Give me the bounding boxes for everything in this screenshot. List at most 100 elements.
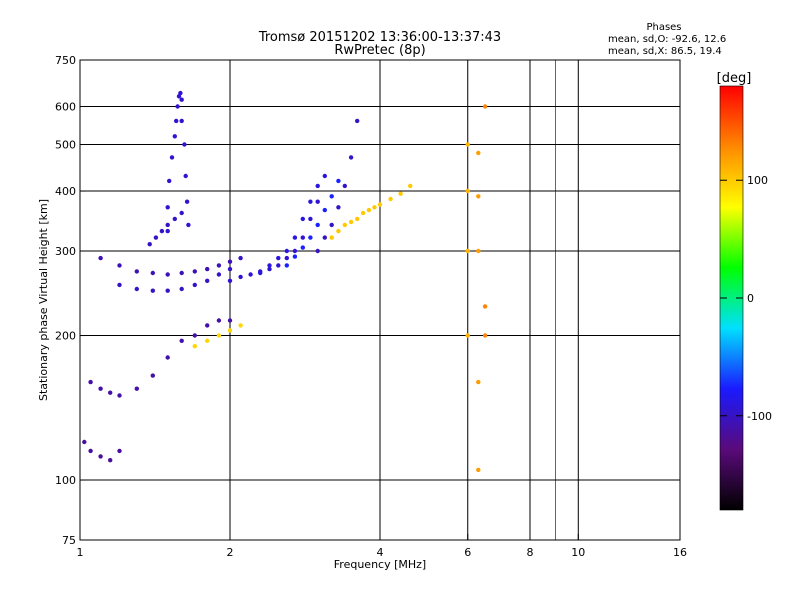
data-point-s4-7 <box>292 248 298 254</box>
data-point-s12-3 <box>465 333 470 338</box>
data-point-s12-2 <box>465 248 470 254</box>
data-point-s5-6 <box>308 199 313 204</box>
data-point-s12-0 <box>465 142 470 147</box>
data-point-s9-4 <box>134 386 139 391</box>
data-point-s6-5 <box>322 207 327 213</box>
data-point-s10-4 <box>238 323 243 328</box>
x-tick-label-6: 16 <box>673 546 687 559</box>
data-point-s9-1 <box>98 386 103 391</box>
x-tick-label-2: 4 <box>377 546 384 559</box>
data-point-s2-3 <box>150 270 155 276</box>
data-point-s0-1 <box>165 205 170 210</box>
data-point-s6-4 <box>315 222 320 228</box>
data-point-s5-8 <box>322 173 327 179</box>
data-point-s9-10 <box>216 318 222 323</box>
x-tick-label-4: 8 <box>527 546 534 559</box>
data-point-s7-3 <box>336 205 341 210</box>
data-point-s3-9 <box>238 255 243 261</box>
data-point-s10-2 <box>216 333 222 338</box>
data-point-s3-1 <box>134 286 139 292</box>
phases-mean-x: mean, sd,X: 86.5, 19.4 <box>608 46 722 57</box>
data-point-s7-6 <box>355 118 360 124</box>
data-point-s4-6 <box>284 255 289 261</box>
data-point-s4-8 <box>300 235 305 240</box>
data-point-s0-8 <box>178 90 183 96</box>
data-point-s8-5 <box>360 210 366 216</box>
data-point-s8-7 <box>372 205 377 210</box>
data-point-s7-5 <box>348 155 354 160</box>
data-point-s4-0 <box>227 278 233 283</box>
y-tick-label-3: 300 <box>55 245 76 258</box>
data-point-s6-1 <box>292 254 298 259</box>
data-point-s4-10 <box>315 199 320 204</box>
data-point-s11-2 <box>98 454 103 459</box>
data-point-s11-1 <box>88 448 93 454</box>
data-point-s5-4 <box>292 235 298 240</box>
data-point-s14-2 <box>482 333 488 338</box>
data-point-s1-4 <box>172 216 177 222</box>
data-point-s9-3 <box>117 393 122 398</box>
data-point-s6-3 <box>308 235 313 240</box>
data-point-s0-5 <box>174 118 179 124</box>
colorbar-ticks: 100 0 -100 <box>720 174 772 423</box>
data-point-s0-13 <box>184 199 190 204</box>
data-point-s0-10 <box>179 118 184 124</box>
data-point-s5-1 <box>267 263 272 268</box>
data-point-s2-1 <box>117 263 122 268</box>
data-point-s13-1 <box>476 194 481 199</box>
y-tick-label-6: 600 <box>55 101 76 114</box>
data-point-s8-3 <box>348 219 354 225</box>
data-point-s8-10 <box>398 191 403 196</box>
phases-heading: Phases <box>646 22 681 33</box>
data-point-s5-5 <box>300 216 305 222</box>
data-point-s5-2 <box>276 255 281 261</box>
data-point-s2-2 <box>134 269 139 274</box>
data-point-s8-2 <box>342 222 347 228</box>
data-point-s5-3 <box>284 248 289 254</box>
data-point-s9-11 <box>227 318 233 323</box>
x-tick-label-3: 6 <box>464 546 471 559</box>
data-point-s0-2 <box>167 178 172 184</box>
data-point-s2-4 <box>165 272 170 277</box>
y-tick-label-0: 75 <box>62 534 76 547</box>
data-point-s0-3 <box>169 155 175 160</box>
data-point-s9-5 <box>150 373 155 378</box>
data-point-s6-2 <box>300 245 305 250</box>
data-point-s1-2 <box>159 228 165 234</box>
chart-subtitle: RwPretec (8p) <box>334 43 425 58</box>
data-point-s10-3 <box>227 328 233 333</box>
data-point-s7-4 <box>342 183 347 189</box>
data-point-s0-12 <box>183 173 188 179</box>
data-point-s0-4 <box>172 134 177 139</box>
data-point-s3-6 <box>205 278 210 283</box>
y-tick-label-1: 100 <box>55 474 76 487</box>
data-point-s14-0 <box>482 104 488 109</box>
data-point-s4-4 <box>267 266 272 272</box>
data-point-s3-2 <box>150 288 155 293</box>
data-point-s8-0 <box>329 235 334 240</box>
data-point-s0-14 <box>186 222 191 228</box>
data-point-s2-7 <box>205 266 210 272</box>
data-point-s4-9 <box>308 216 313 222</box>
data-point-s14-1 <box>482 304 488 309</box>
data-point-s5-0 <box>258 270 263 276</box>
data-point-s7-0 <box>315 248 320 254</box>
data-point-s2-6 <box>192 269 197 274</box>
data-point-s2-9 <box>227 259 233 264</box>
data-point-s9-2 <box>108 390 113 395</box>
data-point-s0-6 <box>175 104 180 109</box>
data-point-s1-3 <box>165 222 170 228</box>
data-point-s11-0 <box>82 439 87 445</box>
x-tick-label-5: 10 <box>571 546 585 559</box>
data-point-s9-0 <box>88 379 93 385</box>
x-tick-label-0: 1 <box>77 546 84 559</box>
data-point-s6-6 <box>329 194 334 199</box>
colorbar-tick-label-1: 0 <box>747 292 754 305</box>
data-point-s3-4 <box>179 286 184 292</box>
data-point-s9-7 <box>179 338 184 343</box>
data-point-s10-0 <box>192 344 197 349</box>
data-point-s3-7 <box>216 272 222 277</box>
data-point-s7-2 <box>329 222 334 228</box>
data-point-s0-11 <box>182 142 187 147</box>
data-point-s4-5 <box>276 263 281 268</box>
